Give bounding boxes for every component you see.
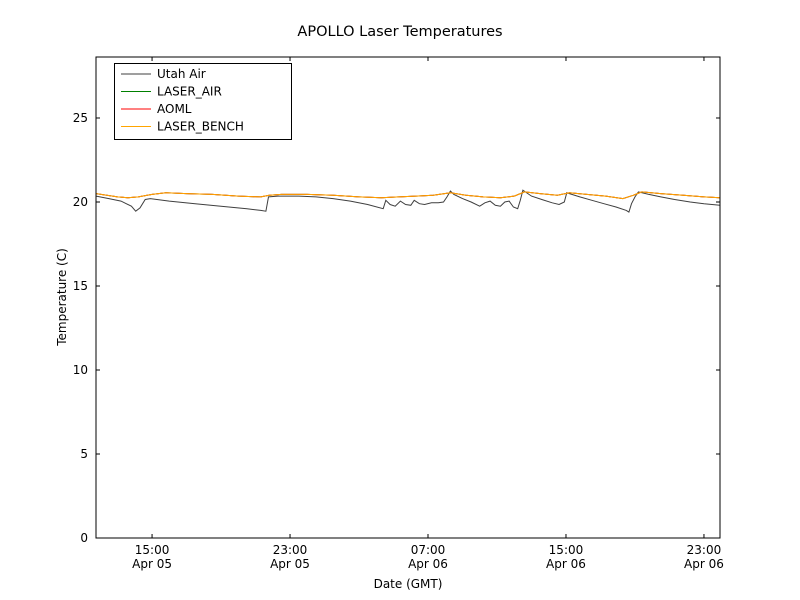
legend-label: AOML xyxy=(157,102,192,116)
x-tick-label-date: Apr 05 xyxy=(270,557,310,571)
x-tick-label-date: Apr 06 xyxy=(408,557,448,571)
legend-label: LASER_BENCH xyxy=(157,120,244,134)
plot-border xyxy=(95,56,721,539)
y-axis-label: Temperature (C) xyxy=(55,248,69,346)
x-tick-label-time: 23:00 xyxy=(687,543,722,557)
x-tick-label-time: 15:00 xyxy=(135,543,170,557)
x-axis-label: Date (GMT) xyxy=(373,577,443,591)
chart-title: APOLLO Laser Temperatures xyxy=(297,24,503,40)
y-tick-label: 15 xyxy=(73,279,88,293)
x-tick-label-time: 15:00 xyxy=(549,543,584,557)
y-tick-label: 5 xyxy=(80,447,88,461)
legend: Utah Air LASER_AIR AOML LASER_BENCH xyxy=(114,63,292,140)
x-tick-label-time: 07:00 xyxy=(411,543,446,557)
y-tick-label: 0 xyxy=(80,531,88,545)
x-tick-label-time: 23:00 xyxy=(273,543,308,557)
series-laser-bench xyxy=(96,191,720,200)
legend-label: LASER_AIR xyxy=(157,85,222,99)
y-tick-label: 20 xyxy=(73,195,88,209)
x-tick-label-date: Apr 05 xyxy=(132,557,172,571)
x-tick-label-date: Apr 06 xyxy=(684,557,724,571)
x-tick-label-date: Apr 06 xyxy=(546,557,586,571)
y-tick-label: 10 xyxy=(73,363,88,377)
legend-label: Utah Air xyxy=(157,67,206,81)
series-group xyxy=(96,189,720,213)
y-tick-label: 25 xyxy=(73,111,88,125)
